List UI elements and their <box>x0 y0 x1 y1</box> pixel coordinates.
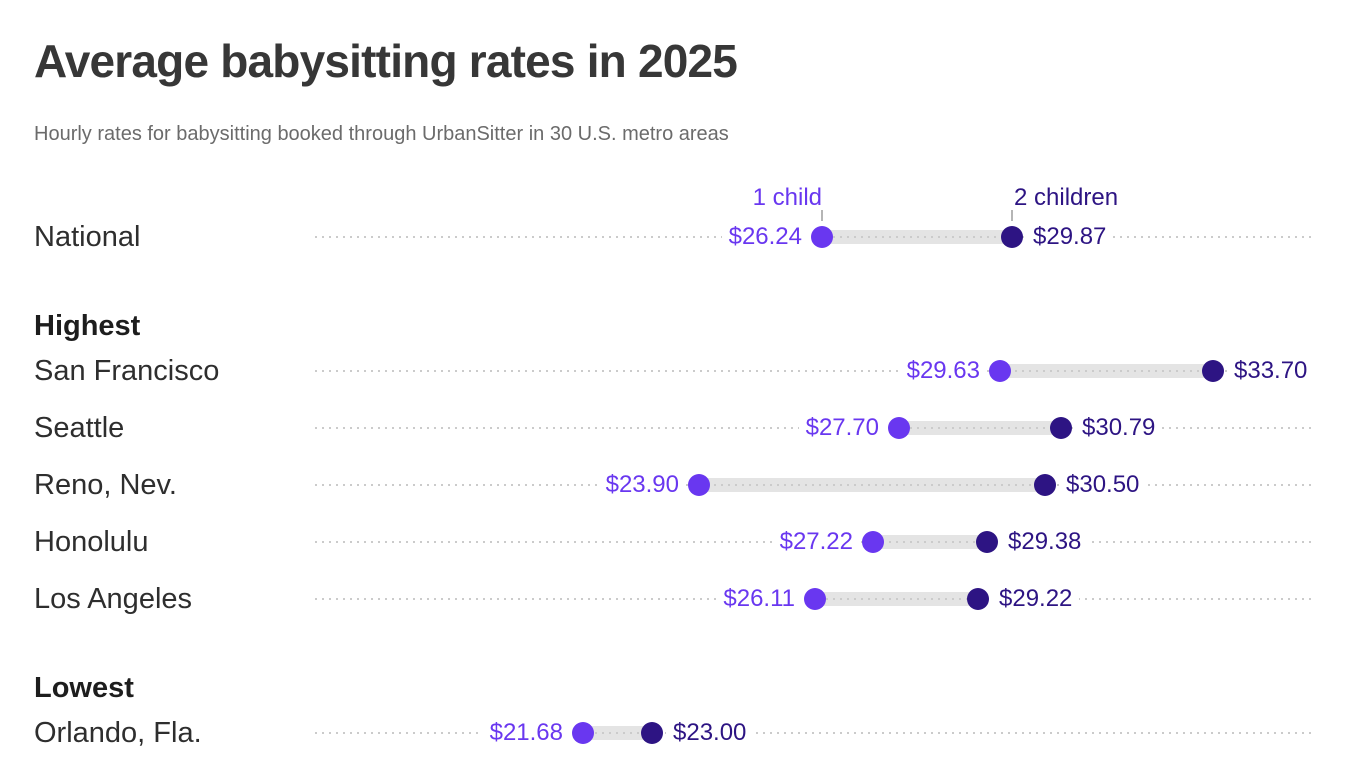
dot-one-child <box>888 417 910 439</box>
value-two-children: $29.87 <box>1026 223 1114 251</box>
row-label: Honolulu <box>34 526 149 558</box>
value-one-child: $27.22 <box>772 528 860 556</box>
dot-two-children <box>1034 474 1056 496</box>
dot-one-child <box>804 588 826 610</box>
value-two-children: $29.38 <box>1001 528 1089 556</box>
dot-one-child <box>811 226 833 248</box>
value-two-children: $33.70 <box>1227 357 1315 385</box>
dot-two-children <box>1001 226 1023 248</box>
value-one-child: $27.70 <box>798 414 886 442</box>
row-label: Los Angeles <box>34 583 193 615</box>
dot-two-children <box>641 722 663 744</box>
legend-tick-one-child <box>821 210 823 221</box>
dot-two-children <box>976 531 998 553</box>
value-two-children: $29.22 <box>992 585 1080 613</box>
dot-two-children <box>1202 360 1224 382</box>
dot-one-child <box>572 722 594 744</box>
row-label: National <box>34 221 141 253</box>
value-one-child: $26.11 <box>716 585 802 613</box>
dot-two-children <box>967 588 989 610</box>
leader-line <box>315 484 1312 486</box>
value-one-child: $21.68 <box>482 719 570 747</box>
value-one-child: $29.63 <box>899 357 987 385</box>
value-one-child: $23.90 <box>598 471 686 499</box>
leader-line <box>315 370 1312 372</box>
legend-two-children: 2 children <box>1014 184 1119 211</box>
row-label: Seattle <box>34 412 125 444</box>
section-header: Lowest <box>34 672 134 704</box>
legend-one-child: 1 child <box>752 184 822 211</box>
chart-title: Average babysitting rates in 2025 <box>34 35 738 87</box>
row-label: San Francisco <box>34 355 220 387</box>
section-header: Highest <box>34 310 141 342</box>
value-one-child: $26.24 <box>721 223 809 251</box>
dot-one-child <box>862 531 884 553</box>
leader-line <box>315 732 1312 734</box>
value-two-children: $23.00 <box>666 719 754 747</box>
dot-one-child <box>688 474 710 496</box>
value-two-children: $30.79 <box>1075 414 1163 442</box>
chart-subtitle: Hourly rates for babysitting booked thro… <box>34 123 729 145</box>
legend-tick-two-children <box>1011 210 1013 221</box>
row-label: Orlando, Fla. <box>34 717 202 749</box>
dot-one-child <box>989 360 1011 382</box>
value-two-children: $30.50 <box>1059 471 1147 499</box>
row-label: Reno, Nev. <box>34 469 177 501</box>
dot-two-children <box>1050 417 1072 439</box>
